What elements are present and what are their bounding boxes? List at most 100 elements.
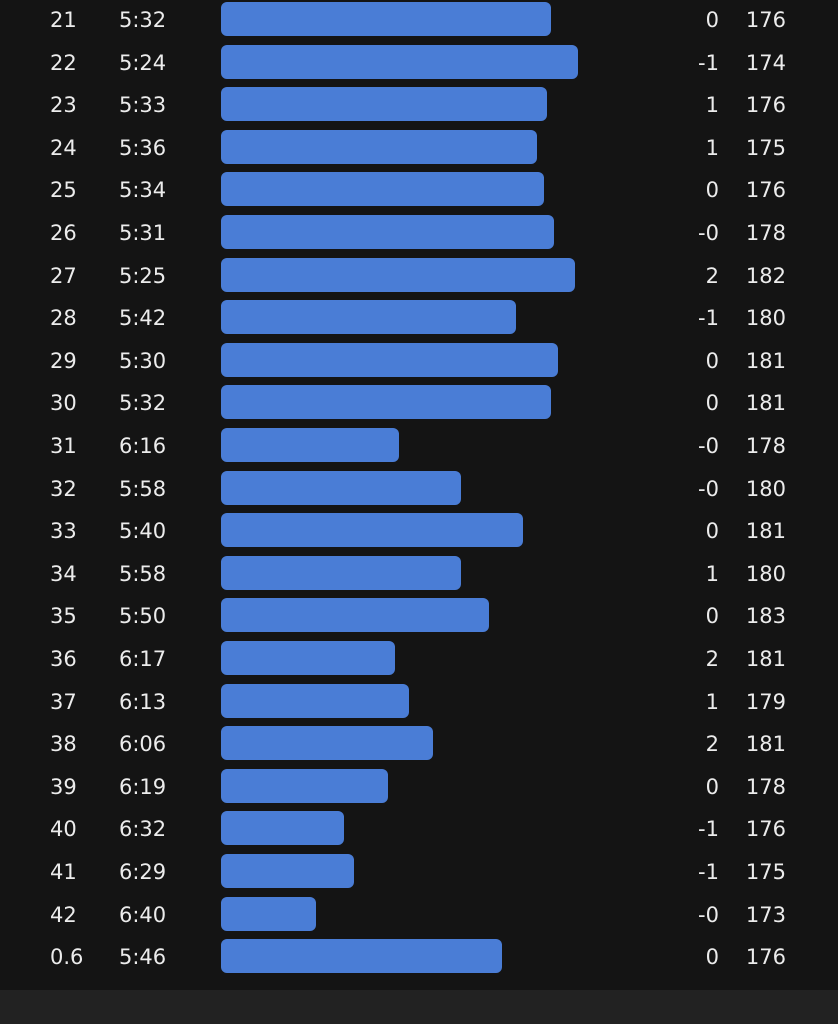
pace-bar [221, 172, 544, 207]
split-km: 29 [50, 348, 77, 373]
split-elevation: -1 [698, 817, 719, 842]
split-cadence: 176 [745, 178, 786, 203]
split-pace: 5:42 [119, 306, 167, 331]
split-cadence: 175 [745, 135, 786, 160]
split-pace: 5:25 [119, 263, 167, 288]
split-row[interactable]: 42 6:40 -0 173 [0, 895, 838, 938]
split-row[interactable]: 38 6:06 2 181 [0, 724, 838, 767]
pace-bar [221, 87, 548, 122]
split-pace: 6:16 [119, 434, 167, 458]
split-row[interactable]: 21 5:32 0 176 [0, 0, 838, 43]
split-row[interactable]: 34 5:58 1 180 [0, 554, 838, 597]
split-km: 23 [50, 93, 77, 118]
split-km: 33 [50, 519, 77, 544]
pace-bar [221, 385, 551, 420]
split-km: 26 [50, 221, 77, 245]
split-row[interactable]: 22 5:24 -1 174 [0, 43, 838, 86]
split-km: 35 [50, 604, 77, 629]
split-elevation: -1 [698, 306, 719, 331]
split-row[interactable]: 37 6:13 1 179 [0, 682, 838, 725]
split-elevation: 1 [705, 135, 719, 160]
split-km: 39 [50, 774, 77, 799]
split-elevation: -0 [698, 434, 719, 458]
split-km: 0.6 [50, 945, 84, 970]
split-elevation: 0 [705, 348, 719, 373]
split-pace: 5:36 [119, 135, 167, 160]
split-elevation: 0 [705, 8, 719, 32]
split-km: 30 [50, 391, 77, 416]
split-row[interactable]: 30 5:32 0 181 [0, 383, 838, 426]
split-cadence: 178 [745, 221, 786, 245]
split-cadence: 181 [745, 647, 786, 671]
split-km: 36 [50, 647, 77, 671]
split-cadence: 181 [745, 391, 786, 416]
split-row[interactable]: 32 5:58 -0 180 [0, 469, 838, 512]
split-cadence: 180 [745, 561, 786, 586]
split-row[interactable]: 40 6:32 -1 176 [0, 809, 838, 852]
split-km: 40 [50, 817, 77, 842]
split-row[interactable]: 25 5:34 0 176 [0, 170, 838, 213]
split-pace: 5:34 [119, 178, 167, 203]
split-pace: 6:06 [119, 732, 167, 757]
split-elevation: -1 [698, 50, 719, 75]
split-pace: 5:58 [119, 476, 167, 501]
split-pace: 5:31 [119, 221, 167, 245]
split-elevation: 0 [705, 178, 719, 203]
pace-bar [221, 598, 489, 633]
split-km: 27 [50, 263, 77, 288]
split-cadence: 176 [745, 817, 786, 842]
pace-bar [221, 896, 316, 931]
split-elevation: 0 [705, 604, 719, 629]
split-elevation: -0 [698, 221, 719, 245]
split-km: 34 [50, 561, 77, 586]
split-elevation: 1 [705, 689, 719, 714]
pace-bar [221, 129, 537, 164]
split-pace: 5:30 [119, 348, 167, 373]
split-row[interactable]: 36 6:17 2 181 [0, 639, 838, 682]
split-cadence: 173 [745, 902, 786, 927]
split-row[interactable]: 24 5:36 1 175 [0, 128, 838, 171]
split-pace: 5:32 [119, 8, 167, 32]
split-row[interactable]: 33 5:40 0 181 [0, 511, 838, 554]
split-pace: 5:33 [119, 93, 167, 118]
split-pace: 6:40 [119, 902, 167, 927]
split-pace: 6:29 [119, 860, 167, 884]
split-cadence: 179 [745, 689, 786, 714]
split-elevation: -1 [698, 860, 719, 884]
split-row[interactable]: 31 6:16 -0 178 [0, 426, 838, 469]
pace-bar [221, 342, 558, 377]
split-cadence: 174 [745, 50, 786, 75]
split-km: 22 [50, 50, 77, 75]
pace-bar [221, 257, 575, 292]
split-km: 21 [50, 8, 77, 32]
split-pace: 5:58 [119, 561, 167, 586]
pace-bar [221, 513, 523, 548]
split-row[interactable]: 26 5:31 -0 178 [0, 213, 838, 256]
split-km: 42 [50, 902, 77, 927]
split-cadence: 182 [745, 263, 786, 288]
split-pace: 6:13 [119, 689, 167, 714]
split-elevation: 2 [705, 732, 719, 757]
split-pace: 5:50 [119, 604, 167, 629]
pace-bar [221, 939, 503, 974]
split-elevation: 2 [705, 263, 719, 288]
split-row[interactable]: 39 6:19 0 178 [0, 767, 838, 810]
split-elevation: 2 [705, 647, 719, 671]
split-cadence: 176 [745, 93, 786, 118]
split-row[interactable]: 29 5:30 0 181 [0, 341, 838, 384]
split-row[interactable]: 0.6 5:46 0 176 [0, 937, 838, 980]
pace-bar [221, 428, 399, 462]
split-pace: 5:32 [119, 391, 167, 416]
split-pace: 5:46 [119, 945, 167, 970]
split-row[interactable]: 23 5:33 1 176 [0, 85, 838, 128]
pace-bar [221, 2, 551, 36]
split-elevation: -0 [698, 902, 719, 927]
split-row[interactable]: 35 5:50 0 183 [0, 596, 838, 639]
split-cadence: 181 [745, 348, 786, 373]
split-pace: 6:32 [119, 817, 167, 842]
split-cadence: 176 [745, 945, 786, 970]
split-row[interactable]: 27 5:25 2 182 [0, 256, 838, 299]
split-row[interactable]: 28 5:42 -1 180 [0, 298, 838, 341]
split-row[interactable]: 41 6:29 -1 175 [0, 852, 838, 895]
split-km: 25 [50, 178, 77, 203]
